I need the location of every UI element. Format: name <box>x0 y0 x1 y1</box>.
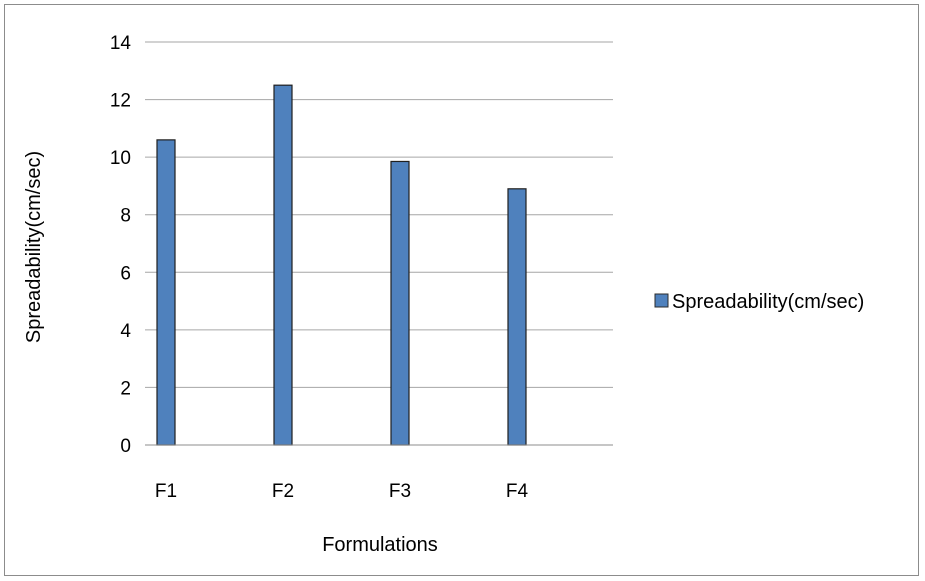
gridlines <box>145 41 613 388</box>
legend-swatch <box>654 293 669 308</box>
y-tick-label: 6 <box>120 263 131 284</box>
x-tick-label: F1 <box>155 481 177 502</box>
bar-f4 <box>507 188 527 446</box>
bars <box>156 84 527 446</box>
y-tick-label: 8 <box>120 206 131 227</box>
bar-f2 <box>273 84 293 446</box>
y-tick-label: 12 <box>110 91 131 112</box>
legend: Spreadability(cm/sec) <box>654 291 864 313</box>
y-tick-label: 2 <box>120 378 131 399</box>
x-axis-ticks: F1 F2 F3 F4 <box>155 481 529 502</box>
legend-label: Spreadability(cm/sec) <box>672 291 864 313</box>
x-tick-label: F3 <box>389 481 411 502</box>
x-tick-label: F4 <box>506 481 529 502</box>
x-tick-label: F2 <box>272 481 294 502</box>
y-tick-label: 0 <box>120 436 131 457</box>
y-axis-ticks: 0 2 4 6 8 10 12 14 <box>110 33 132 457</box>
bar-f3 <box>390 160 410 446</box>
y-tick-label: 4 <box>120 321 131 342</box>
y-tick-label: 14 <box>110 33 132 54</box>
bar-f1 <box>156 139 176 446</box>
y-tick-label: 10 <box>110 148 131 169</box>
x-axis-title: Formulations <box>322 534 438 556</box>
y-axis-title: Spreadability(cm/sec) <box>23 151 45 343</box>
